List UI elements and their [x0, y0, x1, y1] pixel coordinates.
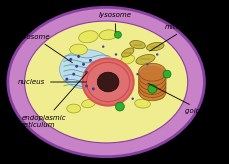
Ellipse shape	[162, 70, 170, 78]
Ellipse shape	[146, 63, 148, 66]
Ellipse shape	[65, 78, 68, 81]
Ellipse shape	[75, 65, 78, 68]
Ellipse shape	[114, 53, 117, 56]
Ellipse shape	[92, 87, 94, 90]
Ellipse shape	[85, 71, 87, 74]
Text: golgi body: golgi body	[147, 83, 221, 114]
Text: mitochondria: mitochondria	[149, 24, 211, 51]
Ellipse shape	[82, 63, 85, 66]
Ellipse shape	[138, 73, 165, 94]
Ellipse shape	[67, 104, 80, 113]
Ellipse shape	[69, 58, 72, 61]
Ellipse shape	[138, 63, 165, 81]
Ellipse shape	[136, 73, 138, 75]
Ellipse shape	[147, 84, 156, 93]
Ellipse shape	[81, 100, 95, 108]
Ellipse shape	[131, 97, 133, 100]
Ellipse shape	[115, 102, 124, 111]
Ellipse shape	[25, 21, 187, 143]
Ellipse shape	[8, 7, 204, 157]
Text: lysosome: lysosome	[98, 12, 131, 32]
Ellipse shape	[85, 84, 87, 87]
Text: nucleus: nucleus	[18, 79, 86, 85]
Ellipse shape	[138, 70, 165, 91]
Ellipse shape	[101, 45, 104, 48]
Ellipse shape	[155, 53, 158, 56]
Ellipse shape	[82, 58, 133, 106]
Ellipse shape	[72, 73, 75, 76]
Ellipse shape	[138, 66, 165, 86]
Ellipse shape	[135, 54, 154, 64]
Ellipse shape	[99, 30, 116, 40]
Ellipse shape	[69, 44, 87, 55]
Ellipse shape	[77, 55, 80, 58]
Ellipse shape	[97, 72, 118, 92]
Ellipse shape	[150, 92, 164, 100]
Ellipse shape	[114, 31, 121, 38]
Ellipse shape	[146, 42, 163, 51]
Ellipse shape	[121, 68, 123, 71]
Text: ribosome: ribosome	[18, 34, 72, 63]
Ellipse shape	[129, 41, 145, 49]
Ellipse shape	[138, 83, 165, 101]
Ellipse shape	[89, 59, 92, 62]
Ellipse shape	[121, 48, 133, 57]
Ellipse shape	[86, 62, 129, 102]
Text: endoplasmic
reticulum: endoplasmic reticulum	[22, 73, 86, 128]
Ellipse shape	[138, 78, 165, 98]
Ellipse shape	[94, 65, 102, 73]
Ellipse shape	[78, 31, 98, 43]
Ellipse shape	[120, 55, 134, 64]
Ellipse shape	[126, 88, 128, 90]
Ellipse shape	[111, 97, 114, 100]
Ellipse shape	[134, 99, 150, 108]
Ellipse shape	[59, 50, 113, 89]
